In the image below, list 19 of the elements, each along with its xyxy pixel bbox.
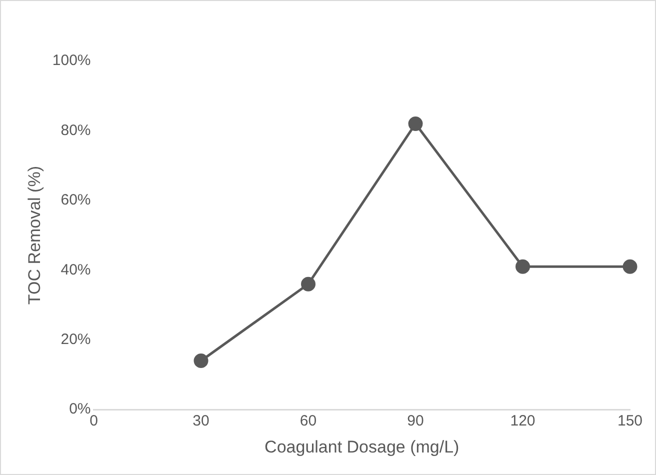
y-tick-label: 100%	[52, 52, 91, 70]
point	[194, 354, 208, 368]
y-tick-label: 40%	[60, 261, 91, 278]
y-tick-label: 20%	[60, 331, 91, 348]
y-tick-label: 80%	[60, 122, 91, 139]
x-tick-label: 0	[90, 412, 98, 430]
point	[622, 259, 638, 274]
x-tick-label: 90	[407, 412, 424, 430]
y-tick-label: 60%	[60, 192, 91, 209]
x-axis-title: Coagulant Dosage (mg/L)	[264, 437, 460, 456]
point	[516, 259, 530, 274]
point	[408, 116, 423, 131]
y-axis-title: TOC Removal (%)	[24, 166, 44, 305]
x-tick-label: 150	[617, 412, 643, 430]
x-tick-label: 120	[510, 412, 536, 430]
x-tick-label: 60	[300, 412, 317, 430]
x-tick-label: 30	[192, 412, 210, 430]
y-tick-label: 0%	[69, 400, 91, 418]
point	[301, 276, 316, 292]
